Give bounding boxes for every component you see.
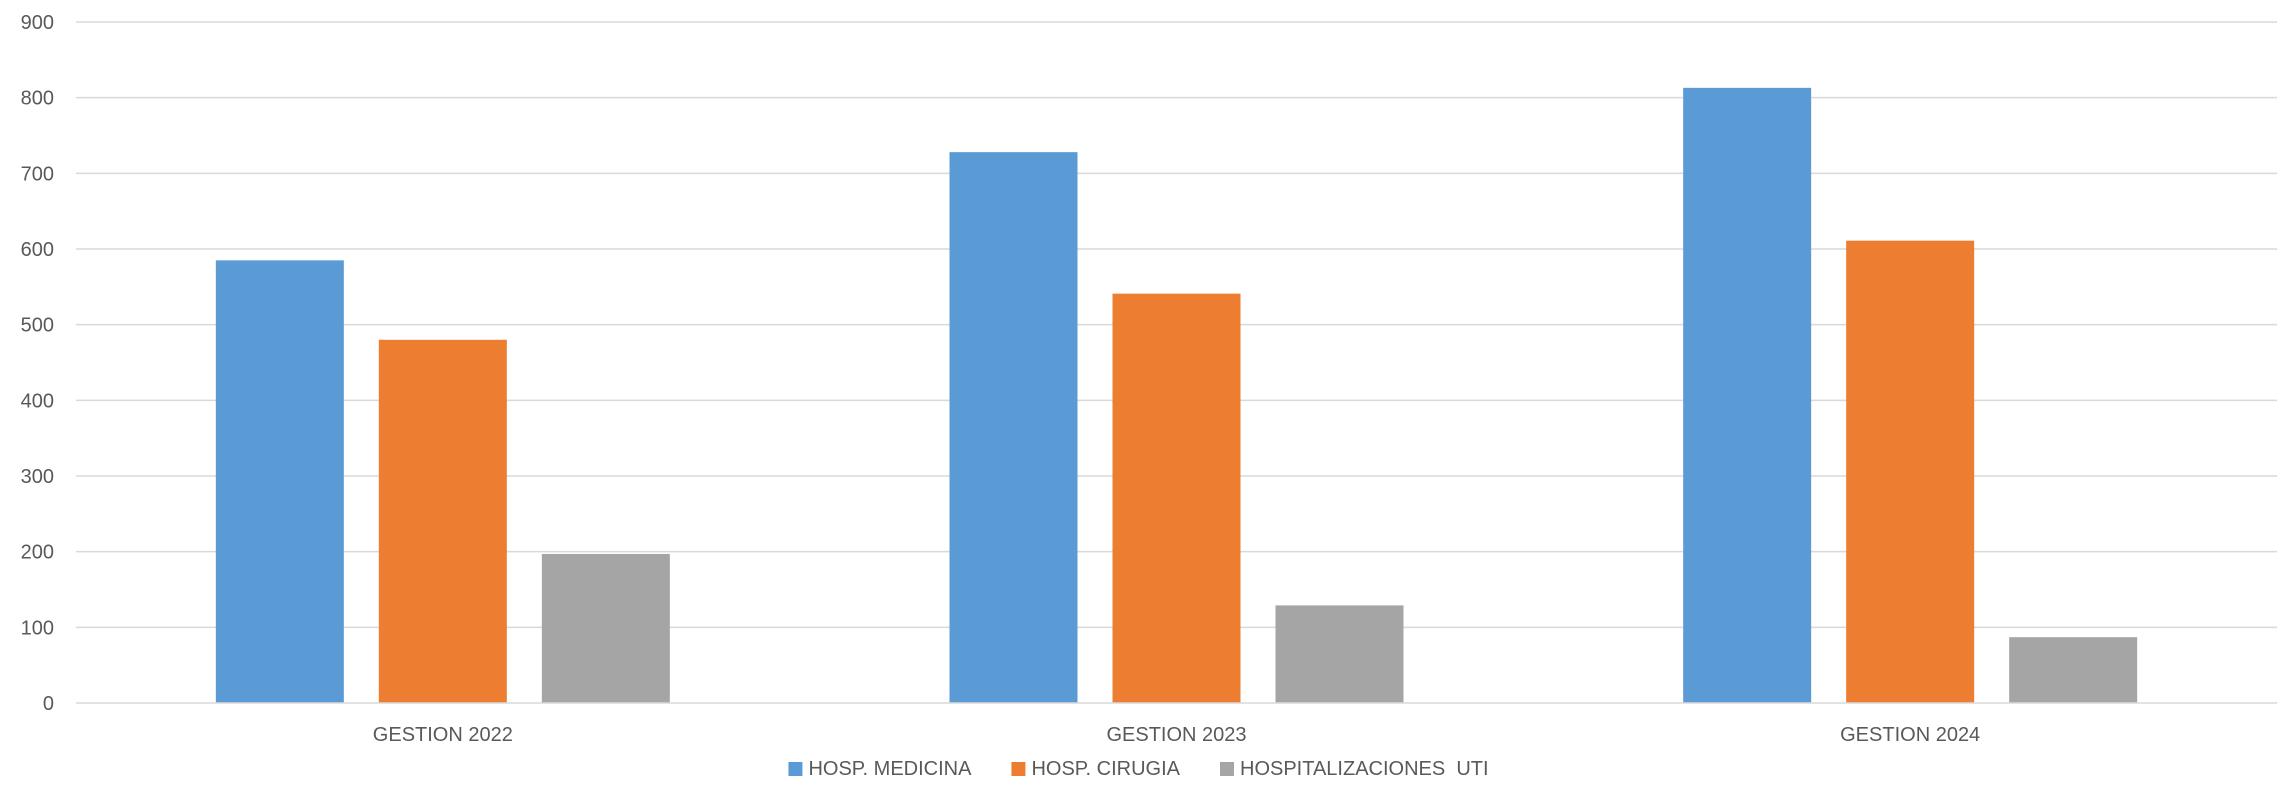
y-tick-label: 800 bbox=[21, 88, 54, 110]
bar-hosp-cirugia-1 bbox=[378, 339, 507, 703]
bar-hospitalizaciones-uti-1 bbox=[541, 553, 670, 703]
bar-hosp-cirugia-3 bbox=[1846, 240, 1975, 703]
x-axis-category-labels: GESTION 2022 GESTION 2023 GESTION 2024 bbox=[373, 724, 1980, 746]
legend-label: HOSP. CIRUGIA bbox=[1031, 758, 1180, 780]
legend: HOSP. MEDICINA HOSP. CIRUGIA HOSPITALIZACI… bbox=[788, 758, 1489, 780]
x-category-label: GESTION 2024 bbox=[1840, 724, 1980, 746]
bars bbox=[215, 87, 2138, 703]
x-category-label: GESTION 2023 bbox=[1106, 724, 1246, 746]
bar-hospitalizaciones-uti-3 bbox=[2009, 637, 2138, 703]
bar-hospitalizaciones-uti-2 bbox=[1275, 605, 1404, 703]
bar-hosp-medicina-3 bbox=[1683, 87, 1812, 703]
y-tick-label: 400 bbox=[21, 390, 54, 412]
y-tick-label: 300 bbox=[21, 466, 54, 488]
y-tick-label: 600 bbox=[21, 239, 54, 261]
bar-hosp-medicina-1 bbox=[215, 260, 344, 703]
y-tick-label: 0 bbox=[43, 693, 54, 715]
legend-swatch bbox=[788, 762, 803, 776]
legend-label: HOSPITALIZACIONES UTI bbox=[1240, 758, 1489, 780]
bar-hosp-cirugia-2 bbox=[1112, 293, 1241, 703]
y-tick-label: 900 bbox=[21, 12, 54, 34]
x-category-label: GESTION 2022 bbox=[373, 724, 513, 746]
legend-label: HOSP. MEDICINA bbox=[808, 758, 972, 780]
y-tick-label: 200 bbox=[21, 542, 54, 564]
y-tick-label: 500 bbox=[21, 315, 54, 337]
bar-hosp-medicina-2 bbox=[949, 152, 1078, 703]
y-tick-label: 100 bbox=[21, 617, 54, 639]
y-axis-tick-labels: 0 100 200 300 400 500 600 700 800 900 bbox=[21, 12, 54, 715]
legend-swatch bbox=[1220, 762, 1234, 776]
y-tick-label: 700 bbox=[21, 163, 54, 185]
legend-swatch bbox=[1011, 762, 1026, 776]
